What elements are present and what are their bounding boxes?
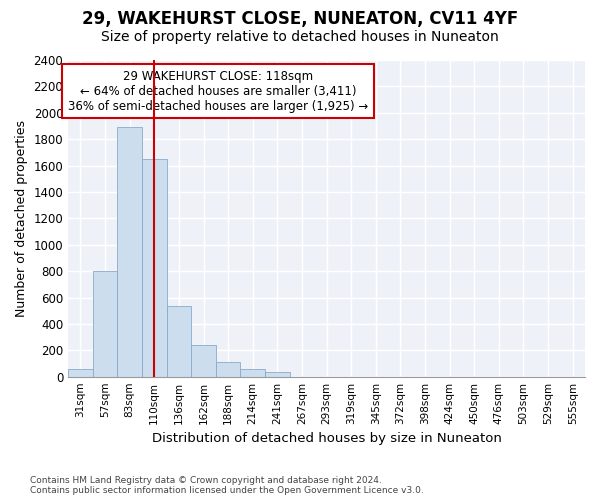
Bar bbox=[142, 159, 167, 376]
Bar bbox=[216, 362, 241, 376]
Bar bbox=[167, 306, 191, 376]
Text: 29, WAKEHURST CLOSE, NUNEATON, CV11 4YF: 29, WAKEHURST CLOSE, NUNEATON, CV11 4YF bbox=[82, 10, 518, 28]
Y-axis label: Number of detached properties: Number of detached properties bbox=[15, 120, 28, 317]
Bar bbox=[93, 271, 118, 376]
Bar bbox=[241, 369, 265, 376]
Bar bbox=[68, 370, 93, 376]
X-axis label: Distribution of detached houses by size in Nuneaton: Distribution of detached houses by size … bbox=[152, 432, 502, 445]
Text: 29 WAKEHURST CLOSE: 118sqm
← 64% of detached houses are smaller (3,411)
36% of s: 29 WAKEHURST CLOSE: 118sqm ← 64% of deta… bbox=[68, 70, 368, 112]
Text: Contains HM Land Registry data © Crown copyright and database right 2024.
Contai: Contains HM Land Registry data © Crown c… bbox=[30, 476, 424, 495]
Text: Size of property relative to detached houses in Nuneaton: Size of property relative to detached ho… bbox=[101, 30, 499, 44]
Bar bbox=[118, 128, 142, 376]
Bar bbox=[265, 372, 290, 376]
Bar bbox=[191, 346, 216, 376]
